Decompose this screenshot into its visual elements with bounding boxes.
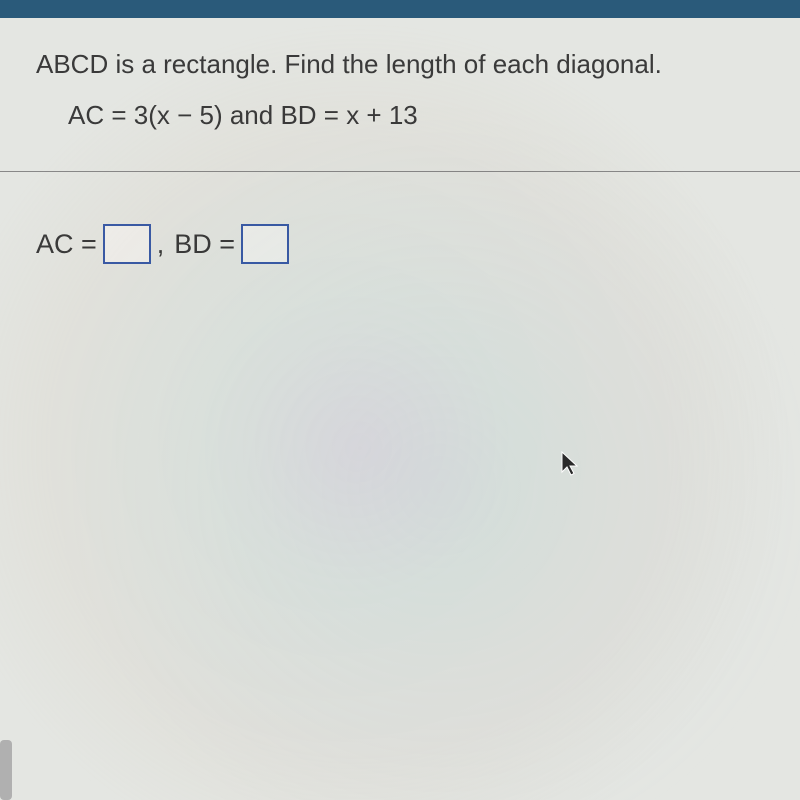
scrollbar-thumb[interactable] (0, 740, 12, 800)
question-given-equations: AC = 3(x − 5) and BD = x + 13 (68, 100, 780, 131)
section-divider (0, 171, 800, 172)
answer-row: AC = , BD = (36, 224, 780, 264)
question-panel: ABCD is a rectangle. Find the length of … (0, 18, 800, 800)
window-top-bar (0, 0, 800, 18)
ac-answer-input[interactable] (103, 224, 151, 264)
question-prompt: ABCD is a rectangle. Find the length of … (36, 46, 780, 82)
mouse-cursor-icon (560, 450, 580, 478)
ac-label: AC = (36, 229, 97, 260)
bd-answer-input[interactable] (241, 224, 289, 264)
answer-separator: , (157, 229, 165, 260)
bd-label: BD = (174, 229, 235, 260)
screen-moire-artifact (0, 18, 800, 800)
